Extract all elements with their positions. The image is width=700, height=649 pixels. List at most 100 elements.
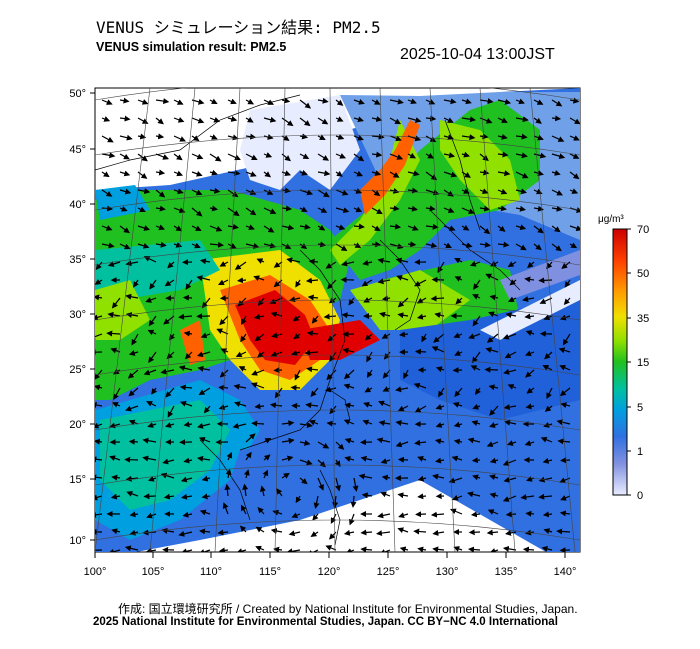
wind-arrow xyxy=(569,188,579,194)
wind-arrow xyxy=(506,440,517,446)
wind-arrow xyxy=(471,420,481,426)
lon-label: 115° xyxy=(259,566,281,578)
wind-arrow xyxy=(416,313,427,320)
wind-arrow xyxy=(383,351,391,360)
wind-arrow xyxy=(470,365,481,371)
wind-arrow xyxy=(526,387,535,394)
wind-arrow xyxy=(505,529,517,536)
wind-arrow xyxy=(379,549,391,552)
wind-arrow xyxy=(165,422,175,428)
wind-arrow xyxy=(245,153,258,161)
wind-arrow xyxy=(432,473,445,480)
wind-arrow xyxy=(502,545,517,552)
wind-arrow xyxy=(262,469,269,479)
wind-arrow xyxy=(505,511,517,518)
wind-arrow xyxy=(381,333,391,339)
wind-arrow xyxy=(487,509,499,515)
wind-arrow xyxy=(101,99,113,105)
wind-arrow xyxy=(376,530,391,537)
wind-arrow xyxy=(502,333,517,340)
lat-label: 20° xyxy=(69,419,86,431)
wind-arrow xyxy=(348,297,355,306)
wind-arrow xyxy=(263,152,273,158)
wind-arrow xyxy=(443,98,457,105)
wind-arrow xyxy=(227,98,237,105)
wind-arrow xyxy=(335,170,343,177)
wind-arrow xyxy=(389,171,400,178)
wind-arrow xyxy=(220,348,229,354)
wind-arrow xyxy=(470,511,481,518)
wind-arrow xyxy=(259,485,266,497)
wind-arrow xyxy=(335,441,345,450)
wind-arrow xyxy=(479,169,490,176)
graticule xyxy=(95,88,580,552)
wind-arrow xyxy=(414,348,427,355)
wind-arrow xyxy=(166,351,175,360)
wind-arrow xyxy=(128,387,139,397)
wind-arrow xyxy=(525,403,535,410)
wind-arrow xyxy=(218,404,229,410)
wind-arrow xyxy=(263,116,277,123)
lat-label: 25° xyxy=(69,364,86,376)
wind-arrow xyxy=(201,475,211,482)
wind-arrow xyxy=(245,133,257,140)
wind-arrow xyxy=(431,346,445,353)
wind-arrow xyxy=(245,116,254,123)
wind-arrow xyxy=(540,436,553,443)
wind-arrow xyxy=(324,386,337,393)
wind-arrow xyxy=(299,133,309,140)
wind-arrow xyxy=(209,225,223,232)
wind-arrow xyxy=(234,261,247,270)
wind-arrow xyxy=(407,205,418,212)
wind-arrow xyxy=(269,402,283,409)
wind-arrow xyxy=(353,116,364,123)
wind-arrow xyxy=(533,205,544,212)
wind-arrow xyxy=(343,383,355,390)
wind-arrow xyxy=(317,153,330,161)
wind-arrow xyxy=(563,297,571,305)
colorbar-label: 35 xyxy=(637,313,649,325)
wind-arrow xyxy=(389,117,402,125)
wind-arrow xyxy=(413,382,427,389)
credit-copyright: 2025 National Institute for Environmenta… xyxy=(93,616,558,628)
wind-arrow xyxy=(110,493,121,500)
wind-arrow xyxy=(526,476,535,482)
wind-arrow xyxy=(183,330,193,337)
wind-arrow xyxy=(201,297,211,309)
wind-arrow xyxy=(295,495,302,504)
wind-arrow xyxy=(503,368,517,375)
lon-label: 120° xyxy=(318,566,341,578)
wind-arrow xyxy=(299,169,308,176)
wind-arrow xyxy=(443,242,452,249)
wind-arrow xyxy=(245,98,255,105)
colorbar-label: 15 xyxy=(637,357,649,369)
wind-arrow xyxy=(497,205,507,212)
wind-arrow xyxy=(525,330,535,336)
wind-arrow xyxy=(454,350,463,356)
wind-arrow xyxy=(378,400,391,407)
wind-arrow xyxy=(198,437,211,443)
wind-arrow xyxy=(237,277,247,284)
wind-arrow xyxy=(479,98,494,105)
wind-arrow xyxy=(281,205,292,212)
wind-arrow xyxy=(180,548,193,552)
wind-arrow xyxy=(425,115,437,122)
wind-arrow xyxy=(397,312,409,319)
wind-arrow xyxy=(448,477,463,484)
wind-arrow xyxy=(379,311,391,318)
wind-arrow xyxy=(227,134,239,141)
wind-arrow xyxy=(560,495,571,501)
wind-arrow xyxy=(155,153,170,160)
wind-arrow xyxy=(504,351,517,359)
wind-arrow xyxy=(183,421,193,428)
wind-arrow xyxy=(241,315,247,326)
wind-arrow xyxy=(272,509,283,516)
wind-arrow xyxy=(101,116,111,122)
wind-arrow xyxy=(251,369,265,376)
wind-arrow xyxy=(209,187,221,194)
wind-arrow xyxy=(515,98,525,105)
wind-arrow xyxy=(371,241,382,248)
wind-arrow xyxy=(504,419,517,426)
wind-arrow xyxy=(425,98,436,105)
wind-arrow xyxy=(363,297,373,303)
